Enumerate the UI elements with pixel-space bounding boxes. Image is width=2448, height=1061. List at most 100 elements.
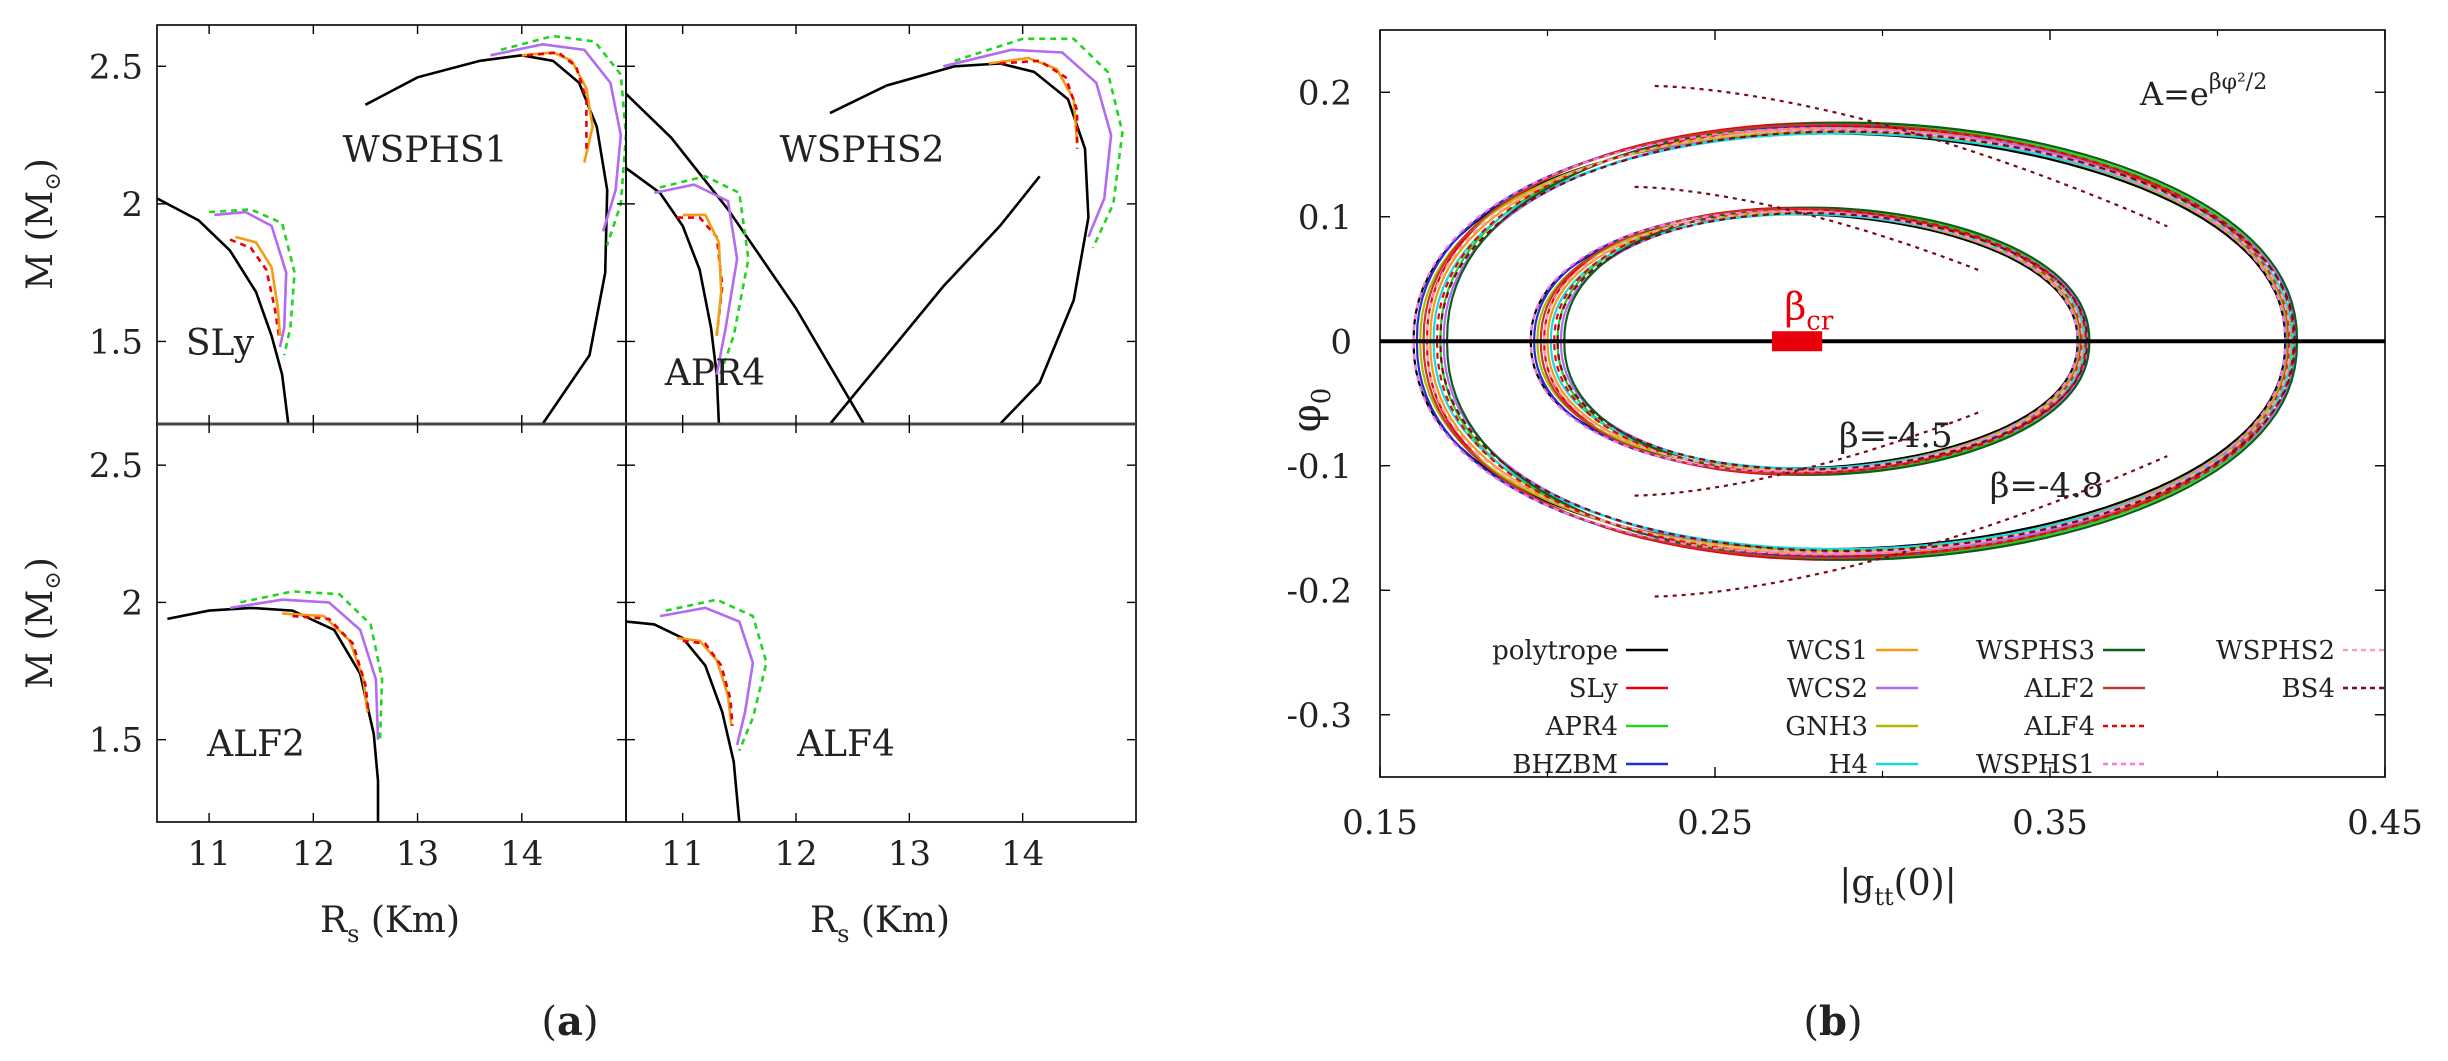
beta-cr-sub: cr bbox=[1806, 306, 1834, 336]
curve-a-alf4 bbox=[659, 606, 755, 746]
legend-label-gnh3: GNH3 bbox=[1785, 712, 1868, 742]
curve-a-apr4 bbox=[682, 213, 723, 337]
x-tick-label: 13 bbox=[888, 834, 931, 874]
curve-a-alf4 bbox=[676, 636, 733, 727]
x-axis-title: Rs (Km) bbox=[810, 900, 950, 948]
beta-cr-bar bbox=[1771, 331, 1823, 352]
y-tick-label: 1.5 bbox=[89, 322, 143, 362]
formula-base: A=e bbox=[2139, 75, 2209, 113]
annotation-alf2: ALF2 bbox=[206, 724, 305, 765]
panel-b-plot: βcr 0.15 0.25 0.35 0.45 0.2 0.1 0 -0.1 -0.2 -0.3 |g… bbox=[1284, 29, 2423, 911]
y-tick-label: 2 bbox=[121, 583, 143, 623]
x-tick-label: 14 bbox=[500, 834, 543, 874]
curve-a-wsphs2 bbox=[954, 37, 1124, 249]
curve-a-alf2 bbox=[229, 598, 380, 740]
curve-a-apr4 bbox=[654, 183, 739, 375]
bs4-arc-upper bbox=[1654, 84, 2168, 228]
curve-a-wsphs1 bbox=[364, 53, 609, 424]
x-tick-label: 12 bbox=[292, 834, 335, 874]
y-tick-label: -0.3 bbox=[1286, 696, 1352, 736]
panel-label-b: (b) bbox=[1803, 998, 1862, 1045]
xlabel-main: R bbox=[320, 900, 348, 941]
xlabel-main: |g bbox=[1839, 863, 1874, 904]
y-tick-label: 2.5 bbox=[89, 446, 143, 486]
ylabel-end: ) bbox=[20, 158, 61, 172]
ylabel-end: ) bbox=[20, 557, 61, 571]
y-tick-label: 0 bbox=[1330, 322, 1352, 362]
xlabel-sub: tt bbox=[1874, 883, 1894, 911]
legend-label-wcs2: WCS2 bbox=[1787, 674, 1868, 704]
curve-a-sly bbox=[229, 238, 281, 337]
legend-label-polytrope: polytrope bbox=[1492, 636, 1618, 666]
ylabel-main: φ bbox=[1284, 404, 1330, 432]
ylabel-sub: 0 bbox=[1307, 388, 1337, 405]
curve-a-wsphs1 bbox=[526, 51, 588, 149]
xlabel-sub: s bbox=[837, 920, 849, 948]
curve-a-alf4 bbox=[682, 639, 734, 727]
formula-exponent: βφ²/2 bbox=[2209, 70, 2267, 95]
beta-cr-symbol: β bbox=[1784, 284, 1806, 328]
bs4-arc-upper bbox=[1634, 185, 1984, 273]
curve-a-wsphs2 bbox=[988, 56, 1079, 144]
y-tick-label: 0.1 bbox=[1298, 198, 1352, 238]
x-tick-label: 0.25 bbox=[1677, 803, 1753, 843]
curve-a-wsphs1 bbox=[521, 51, 594, 163]
curve-a-alf4 bbox=[626, 620, 741, 822]
curve-a-sly bbox=[214, 210, 288, 348]
curve-a-wsphs1 bbox=[490, 42, 623, 232]
x-tick-label: 11 bbox=[661, 834, 704, 874]
legend-label-apr4: APR4 bbox=[1545, 712, 1618, 742]
curve-a-sly bbox=[234, 235, 282, 336]
curve-a-wsphs2 bbox=[999, 59, 1079, 149]
ylabel-sub: ⊙ bbox=[41, 172, 66, 190]
x-tick-label: 0.15 bbox=[1342, 803, 1418, 843]
y-tick-label: 0.2 bbox=[1298, 73, 1352, 113]
legend-label-wsphs1: WSPHS1 bbox=[1976, 750, 2095, 780]
curve-a-wsphs2 bbox=[942, 48, 1113, 238]
y-tick-label: 1.5 bbox=[89, 721, 143, 761]
annotation-wsphs2: WSPHS2 bbox=[780, 130, 945, 171]
bs4-arc-lower bbox=[1654, 455, 2168, 598]
curve-a-sly bbox=[209, 208, 296, 356]
legend-label-bhzbm: BHZBM bbox=[1512, 750, 1618, 780]
x-tick-label: 14 bbox=[1001, 834, 1044, 874]
xlabel-unit: (Km) bbox=[359, 900, 460, 941]
beta-annotation: β=-4.5 bbox=[1839, 416, 1953, 456]
panel-a-plot: 1.5 2 2.5 1.5 2 2.5 11 12 13 14 11 12 13 14 SLy WSPHS1 W… bbox=[20, 24, 1137, 948]
curve-a-alf4 bbox=[665, 598, 768, 752]
xlabel-sub: s bbox=[347, 920, 359, 948]
legend-label-wsphs3: WSPHS3 bbox=[1976, 636, 2095, 666]
beta-annotation: β=-4.8 bbox=[1990, 466, 2104, 506]
y-tick-label: 2 bbox=[121, 185, 143, 225]
curve-a-alf2 bbox=[292, 614, 370, 713]
y-tick-label: -0.1 bbox=[1286, 447, 1352, 487]
x-tick-label: 0.35 bbox=[2012, 803, 2088, 843]
bs4-arc-lower bbox=[1634, 409, 1984, 497]
ylabel-sub: ⊙ bbox=[41, 571, 66, 589]
curve-a-apr4 bbox=[659, 174, 750, 375]
x-tick-label: 0.45 bbox=[2347, 803, 2423, 843]
panel-label-a: (a) bbox=[541, 998, 598, 1045]
annotation-apr4: APR4 bbox=[664, 353, 765, 394]
curve-a-alf2 bbox=[167, 606, 380, 822]
y-tick-label: 2.5 bbox=[89, 47, 143, 87]
annotation-wsphs1: WSPHS1 bbox=[343, 130, 508, 171]
legend-label-h4: H4 bbox=[1829, 750, 1868, 780]
xlabel-main: R bbox=[810, 900, 838, 941]
beta-cr-label: βcr bbox=[1784, 284, 1834, 336]
y-tick-label: -0.2 bbox=[1286, 571, 1352, 611]
legend-label-alf2: ALF2 bbox=[2023, 674, 2095, 704]
legend-label-bs4: BS4 bbox=[2282, 674, 2335, 704]
y-axis-title: M (M⊙) bbox=[20, 158, 66, 290]
y-axis-title: φ0 bbox=[1284, 388, 1337, 433]
legend-label-wsphs2: WSPHS2 bbox=[2216, 636, 2335, 666]
annotation-alf4: ALF4 bbox=[796, 724, 895, 765]
curve-a-wsphs2 bbox=[829, 62, 1090, 424]
legend-label-alf4: ALF4 bbox=[2023, 712, 2095, 742]
x-tick-label: 12 bbox=[774, 834, 817, 874]
x-tick-label: 13 bbox=[396, 834, 439, 874]
ylabel-main: M (M bbox=[20, 191, 61, 290]
y-axis-title: M (M⊙) bbox=[20, 557, 66, 689]
xlabel-end: (0)| bbox=[1894, 863, 1957, 904]
